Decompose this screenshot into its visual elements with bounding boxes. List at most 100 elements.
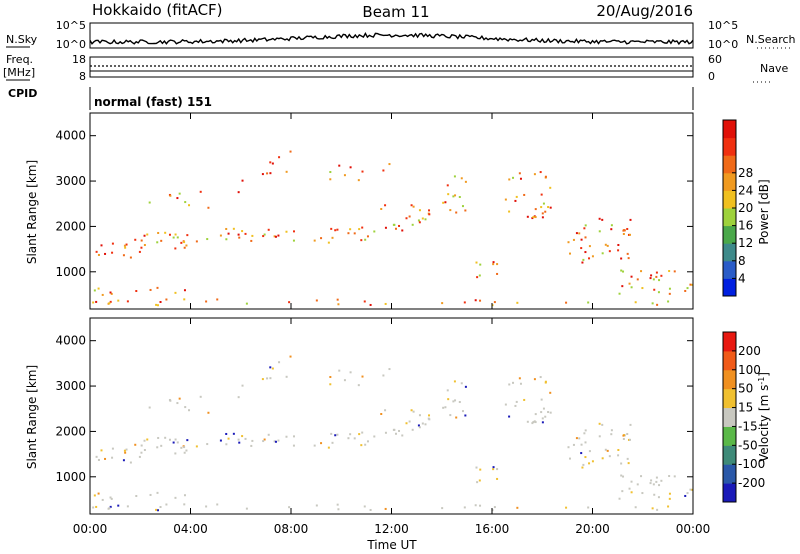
velocity-cell <box>134 443 137 446</box>
velocity-cell <box>492 466 495 469</box>
power-cell <box>232 227 235 230</box>
velocity-cell <box>584 456 587 459</box>
power-cell <box>417 219 420 222</box>
velocity-cell <box>369 508 372 511</box>
velocity-cell <box>108 507 111 510</box>
power-cell <box>636 278 639 281</box>
velocity-cell <box>219 439 222 442</box>
power-cell <box>164 231 167 234</box>
power-cell <box>398 224 401 227</box>
velocity-cell <box>269 366 272 369</box>
velocity-cell <box>135 495 138 498</box>
velocity-cell <box>651 507 654 510</box>
velocity-cell <box>183 446 186 449</box>
power-cell <box>183 298 186 301</box>
y-tick-label: 4000 <box>55 334 86 348</box>
velocity-cell <box>199 395 202 398</box>
power-cell <box>373 230 376 233</box>
power-cell <box>183 241 186 244</box>
velocity-cell <box>518 377 521 380</box>
velocity-cell <box>195 445 198 448</box>
power-cell <box>411 223 414 226</box>
power-cell <box>172 236 175 239</box>
power-cell <box>250 239 253 242</box>
velocity-cell <box>225 443 228 446</box>
power-cell <box>185 244 188 247</box>
power-cell <box>156 304 159 307</box>
power-cell <box>369 303 372 306</box>
colorbar-tick-label: 8 <box>738 254 746 268</box>
power-cell <box>601 218 604 221</box>
velocity-cell <box>508 383 511 386</box>
velocity-cell <box>232 432 235 435</box>
power-cell <box>363 300 366 303</box>
power-cell <box>629 218 632 221</box>
velocity-cell <box>93 494 96 497</box>
power-cell <box>587 301 590 304</box>
velocity-cell <box>547 411 550 414</box>
power-cell <box>347 232 350 235</box>
power-cell <box>428 213 431 216</box>
power-cell <box>667 300 670 303</box>
power-cell <box>361 226 364 229</box>
velocity-cell <box>479 468 482 471</box>
x-axis: 00:00 04:00 08:00 12:00 16:00 20:00 00:00 <box>73 522 711 536</box>
power-cell <box>288 301 291 304</box>
velocity-cell <box>122 459 125 462</box>
power-cell <box>653 288 656 291</box>
power-cell <box>353 232 356 235</box>
power-cell <box>285 170 288 173</box>
x-tick-label: 16:00 <box>475 522 510 536</box>
velocity-cell <box>640 475 643 478</box>
freq-label: Freq. <box>6 53 33 66</box>
power-cell <box>176 197 179 200</box>
power-cell <box>336 228 339 231</box>
colorbar-swatch <box>723 464 736 484</box>
velocity-cell <box>261 378 264 381</box>
velocity-cell <box>515 400 518 403</box>
power-cell <box>205 300 208 303</box>
velocity-cell <box>532 421 535 424</box>
velocity-cell <box>604 448 607 451</box>
velocity-cell <box>245 507 248 510</box>
power-cell <box>492 263 495 266</box>
velocity-cell <box>186 439 189 442</box>
colorbar-tick-label: 12 <box>738 236 753 250</box>
velocity-cell <box>444 406 447 409</box>
power-cell <box>620 257 623 260</box>
power-cell <box>474 299 477 302</box>
power-ylabel: Slant Range [km] <box>25 160 39 264</box>
velocity-cell <box>652 483 655 486</box>
velocity-cell <box>358 433 361 436</box>
velocity-cell <box>363 505 366 508</box>
velocity-cell <box>523 398 526 401</box>
power-cell <box>583 227 586 230</box>
noise-tick-left-hi: 10^5 <box>56 19 86 32</box>
velocity-cell <box>227 437 230 440</box>
velocity-cell <box>278 361 281 364</box>
velocity-cell <box>183 494 186 497</box>
power-cell <box>441 302 444 305</box>
velocity-cell <box>461 410 464 413</box>
power-cell <box>384 226 387 229</box>
velocity-cell <box>329 376 332 379</box>
power-cell <box>174 247 177 250</box>
velocity-cell <box>241 384 244 387</box>
velocity-cell <box>418 414 421 417</box>
power-cell <box>598 230 601 233</box>
velocity-cell <box>601 457 604 460</box>
power-cell <box>622 270 625 273</box>
velocity-cell <box>327 446 330 449</box>
colorbar-frame <box>722 331 737 503</box>
y-tick-label: 3000 <box>55 174 86 188</box>
velocity-cell <box>541 421 544 424</box>
power-cell <box>165 298 168 301</box>
velocity-cell <box>159 506 162 509</box>
power-cell <box>584 236 587 239</box>
power-cell <box>143 234 146 237</box>
velocity-cell <box>337 508 340 511</box>
power-cell <box>207 206 210 209</box>
power-cell <box>492 261 495 264</box>
velocity-cell <box>405 422 408 425</box>
power-cell <box>251 234 254 237</box>
